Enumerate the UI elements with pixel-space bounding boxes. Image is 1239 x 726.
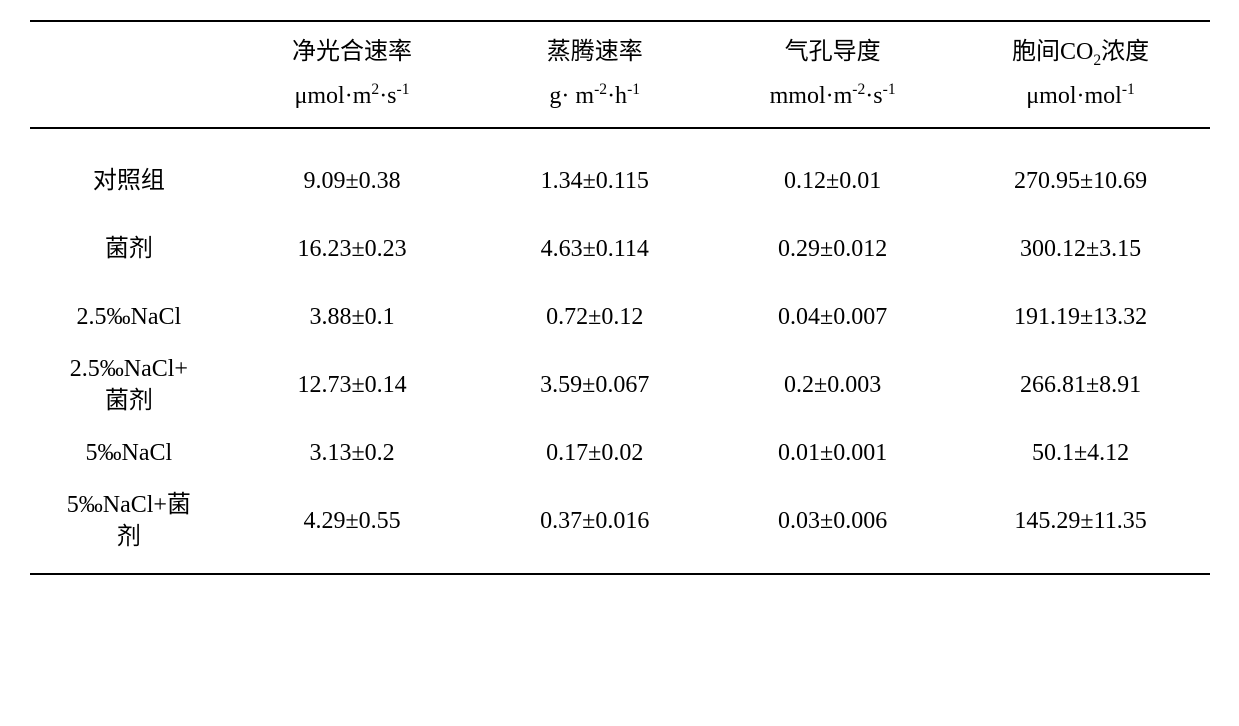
cell: 0.01±0.001	[714, 419, 952, 487]
col2-unit: g· m-2·h-1	[476, 80, 714, 128]
col3-name: 气孔导度	[714, 36, 952, 70]
cell: 270.95±10.69	[952, 128, 1210, 215]
row-label: 5‰NaCl	[30, 419, 229, 487]
row-label: 对照组	[30, 128, 229, 215]
cell: 12.73±0.14	[228, 351, 476, 419]
cell: 191.19±13.32	[952, 283, 1210, 351]
table-row: 2.5‰NaCl3.88±0.10.72±0.120.04±0.007191.1…	[30, 283, 1210, 351]
cell: 0.37±0.016	[476, 487, 714, 574]
col2-name: 蒸腾速率	[476, 36, 714, 70]
cell: 0.04±0.007	[714, 283, 952, 351]
cell: 145.29±11.35	[952, 487, 1210, 574]
cell: 0.72±0.12	[476, 283, 714, 351]
cell: 0.17±0.02	[476, 419, 714, 487]
table-body: 对照组9.09±0.381.34±0.1150.12±0.01270.95±10…	[30, 128, 1210, 574]
row-label: 2.5‰NaCl	[30, 283, 229, 351]
cell: 9.09±0.38	[228, 128, 476, 215]
cell: 266.81±8.91	[952, 351, 1210, 419]
photosynthesis-table: 净光合速率 蒸腾速率 气孔导度 胞间CO2浓度 μmol·m2·s-1 g· m…	[30, 20, 1210, 575]
header-name-row: 净光合速率 蒸腾速率 气孔导度 胞间CO2浓度	[30, 21, 1210, 80]
col3-unit: mmol·m-2·s-1	[714, 80, 952, 128]
cell: 3.59±0.067	[476, 351, 714, 419]
table-row: 5‰NaCl+菌剂4.29±0.550.37±0.0160.03±0.00614…	[30, 487, 1210, 574]
cell: 0.29±0.012	[714, 215, 952, 283]
header-unit-row: μmol·m2·s-1 g· m-2·h-1 mmol·m-2·s-1 μmol…	[30, 80, 1210, 129]
row-label: 5‰NaCl+菌剂	[30, 487, 229, 574]
col4-name: 胞间CO2浓度	[952, 36, 1210, 70]
cell: 3.13±0.2	[228, 419, 476, 487]
row-label: 2.5‰NaCl+菌剂	[30, 351, 229, 419]
cell: 4.63±0.114	[476, 215, 714, 283]
cell: 0.2±0.003	[714, 351, 952, 419]
col1-name: 净光合速率	[228, 36, 476, 70]
table-row: 5‰NaCl3.13±0.20.17±0.020.01±0.00150.1±4.…	[30, 419, 1210, 487]
col1-unit: μmol·m2·s-1	[228, 80, 476, 128]
table-row: 对照组9.09±0.381.34±0.1150.12±0.01270.95±10…	[30, 128, 1210, 215]
row-label: 菌剂	[30, 215, 229, 283]
table-row: 2.5‰NaCl+菌剂12.73±0.143.59±0.0670.2±0.003…	[30, 351, 1210, 419]
cell: 50.1±4.12	[952, 419, 1210, 487]
cell: 300.12±3.15	[952, 215, 1210, 283]
cell: 16.23±0.23	[228, 215, 476, 283]
cell: 1.34±0.115	[476, 128, 714, 215]
col4-unit: μmol·mol-1	[952, 80, 1210, 128]
table-row: 菌剂16.23±0.234.63±0.1140.29±0.012300.12±3…	[30, 215, 1210, 283]
cell: 3.88±0.1	[228, 283, 476, 351]
cell: 0.12±0.01	[714, 128, 952, 215]
cell: 0.03±0.006	[714, 487, 952, 574]
cell: 4.29±0.55	[228, 487, 476, 574]
header-blank	[30, 21, 229, 80]
